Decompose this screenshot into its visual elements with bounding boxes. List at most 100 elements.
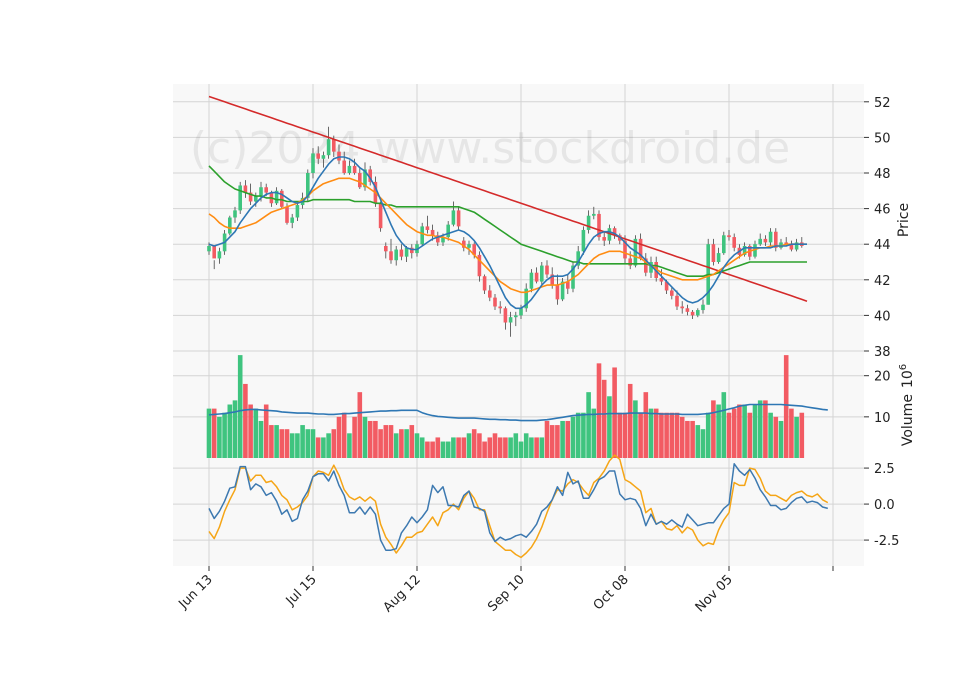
volume-bar bbox=[367, 420, 373, 458]
candle-down bbox=[644, 258, 648, 273]
candle-down bbox=[425, 226, 430, 230]
candle-down bbox=[285, 206, 289, 223]
volume-bar bbox=[503, 437, 508, 458]
volume-bar bbox=[565, 420, 571, 458]
volume-bar bbox=[638, 412, 643, 458]
candle-down bbox=[732, 237, 736, 248]
candle-up bbox=[794, 242, 799, 250]
volume-bar bbox=[227, 404, 233, 458]
volume-bar bbox=[518, 441, 524, 458]
volume-bar bbox=[737, 404, 742, 458]
watermark: (c)2024 www.stockdroid.de bbox=[190, 123, 790, 174]
volume-bar bbox=[383, 425, 389, 458]
candle-up bbox=[529, 272, 534, 289]
volume-bar bbox=[544, 420, 550, 458]
candle-up bbox=[768, 231, 773, 243]
volume-bar bbox=[513, 433, 519, 458]
volume-bar bbox=[685, 420, 690, 458]
candle-up bbox=[207, 245, 211, 252]
candle-down bbox=[690, 311, 695, 316]
oscillator-y-tick-label: 0.0 bbox=[874, 498, 895, 513]
candle-up bbox=[649, 262, 653, 273]
volume-bar bbox=[300, 425, 305, 458]
volume-bar bbox=[586, 392, 591, 458]
candle-down bbox=[436, 235, 440, 243]
volume-bar bbox=[341, 412, 347, 458]
candle-down bbox=[430, 229, 435, 236]
volume-bar bbox=[695, 425, 701, 458]
volume-bar bbox=[414, 433, 420, 458]
sma-fast-line bbox=[208, 156, 807, 310]
volume-bar bbox=[492, 433, 498, 458]
candle-down bbox=[612, 228, 617, 236]
candle-down bbox=[482, 276, 487, 291]
candle-down bbox=[763, 238, 768, 243]
volume-bar bbox=[794, 416, 799, 458]
candle-down bbox=[659, 278, 664, 282]
volume-bar bbox=[601, 379, 607, 458]
volume-bar bbox=[404, 429, 409, 458]
volume-bar bbox=[274, 425, 279, 458]
volume-bar bbox=[539, 437, 545, 458]
volume-axis-label-text: Volume bbox=[900, 394, 916, 446]
price-y-tick-label: 42 bbox=[874, 274, 891, 289]
candle-down bbox=[602, 237, 606, 241]
volume-bar bbox=[643, 392, 649, 458]
volume-bar bbox=[284, 429, 290, 458]
volume-bar bbox=[633, 400, 638, 458]
candle-down bbox=[264, 187, 268, 193]
candle-down bbox=[685, 308, 690, 312]
candle-down bbox=[316, 153, 320, 159]
candle-down bbox=[280, 190, 284, 207]
volume-bar bbox=[253, 408, 259, 458]
volume-bar bbox=[326, 433, 331, 458]
volume-bar bbox=[768, 412, 773, 458]
candle-up bbox=[779, 242, 783, 248]
candle-up bbox=[696, 310, 700, 316]
volume-bar bbox=[596, 363, 602, 458]
volume-bar bbox=[752, 404, 758, 458]
candle-down bbox=[410, 247, 414, 254]
candle-down bbox=[623, 240, 627, 259]
volume-bar bbox=[669, 412, 675, 458]
volume-bar bbox=[705, 412, 711, 458]
candle-up bbox=[321, 155, 326, 159]
volume-bar bbox=[763, 400, 768, 458]
volume-bar bbox=[471, 429, 477, 458]
candle-down bbox=[545, 265, 549, 275]
volume-y-tick-label: 20 bbox=[874, 370, 891, 385]
volume-bar bbox=[591, 408, 597, 458]
volume-bar bbox=[783, 355, 789, 458]
x-tick-label: Sep 10 bbox=[485, 572, 528, 615]
candle-up bbox=[274, 190, 279, 204]
candle-down bbox=[358, 173, 362, 188]
candle-down bbox=[680, 306, 684, 309]
volume-average-line bbox=[208, 403, 828, 422]
candle-up bbox=[238, 185, 242, 211]
volume-bar bbox=[279, 429, 285, 458]
candle-down bbox=[727, 235, 731, 238]
price-y-tick-label: 52 bbox=[874, 96, 891, 111]
price-axis-label: Price bbox=[896, 203, 912, 237]
candle-down bbox=[212, 245, 216, 259]
candle-up bbox=[295, 205, 300, 218]
volume-bar bbox=[352, 416, 357, 458]
candle-up bbox=[592, 213, 596, 216]
candle-up bbox=[347, 165, 352, 173]
candle-up bbox=[540, 265, 544, 282]
volume-bar bbox=[731, 408, 737, 458]
candle-up bbox=[514, 315, 518, 318]
candle-down bbox=[243, 185, 248, 193]
volume-bar bbox=[321, 437, 326, 458]
price-y-tick-label: 46 bbox=[874, 203, 891, 218]
volume-bar bbox=[289, 433, 295, 458]
volume-bar bbox=[393, 433, 399, 458]
candle-down bbox=[638, 238, 643, 259]
candle-up bbox=[363, 169, 367, 188]
candle-down bbox=[550, 274, 554, 286]
candle-up bbox=[467, 244, 471, 248]
volume-bar bbox=[534, 437, 539, 458]
volume-bar bbox=[336, 416, 342, 458]
candle-down bbox=[472, 244, 476, 255]
volume-bar bbox=[575, 412, 581, 458]
